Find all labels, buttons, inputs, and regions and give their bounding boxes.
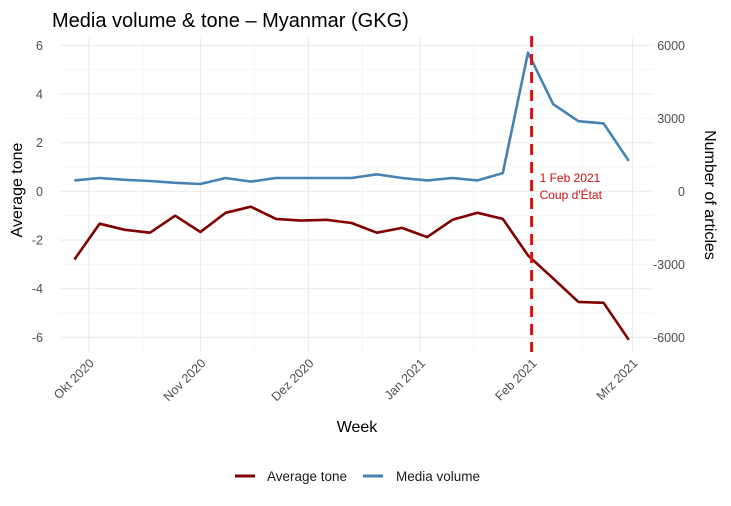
chart-title: Media volume & tone – Myanmar (GKG) [52,10,409,32]
legend-label-average-tone: Average tone [267,469,347,484]
y-tick-label: 2 [36,136,43,150]
annotation-layer: 1 Feb 2021 Coup d'État [530,36,603,352]
y2-axis-title: Number of articles [701,130,718,260]
y-axis-title: Average tone [9,142,26,237]
grid [60,38,654,352]
y2-tick-label: 3000 [657,112,685,126]
y2-tick-label: 6000 [657,39,685,53]
y-tick-label: -2 [32,234,43,248]
y-tick-label: 4 [36,87,43,101]
y2-tick-label: -6000 [653,331,685,345]
legend-item-average-tone: Average tone [235,469,347,484]
y-tick-label: 6 [36,39,43,53]
annotation-label: Coup d'État [540,187,603,202]
series-line-average-tone [73,205,630,341]
series-layer [73,51,630,341]
legend-label-media-volume: Media volume [396,469,480,484]
x-tick-label: Jan 2021 [382,356,428,402]
x-tick-label: Feb 2021 [492,356,539,403]
x-tick-label: Dez 2020 [269,356,317,404]
legend: Average tone Media volume [235,469,480,484]
y-tick-label: -6 [32,331,43,345]
series-line-media-volume [74,51,630,186]
y-tick-label: -4 [32,282,43,296]
x-tick-label: Okt 2020 [51,356,97,402]
x-axis-title: Week [337,419,379,436]
y2-tick-label: -3000 [653,258,685,272]
y-tick-label: 0 [36,185,43,199]
x-tick-label: Mrz 2021 [594,356,641,403]
annotation-date: 1 Feb 2021 [540,171,601,185]
x-tick-label: Nov 2020 [161,356,209,404]
legend-item-media-volume: Media volume [363,469,480,484]
y2-tick-label: 0 [678,185,685,199]
